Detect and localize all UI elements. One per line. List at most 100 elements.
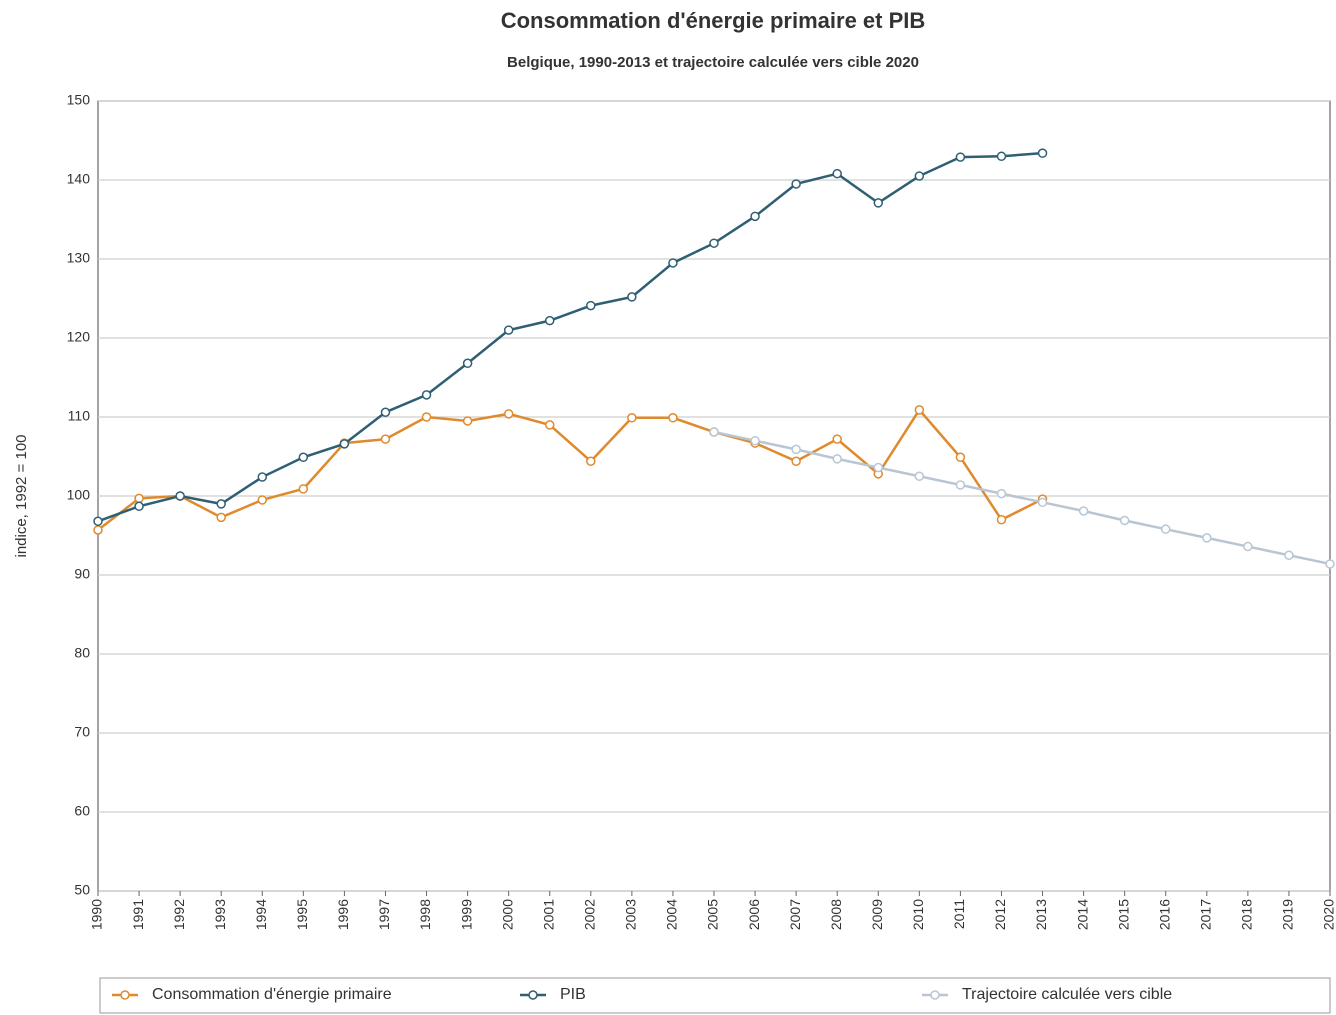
y-tick-label: 80 — [74, 645, 90, 661]
point — [586, 300, 596, 311]
x-tick-label: 2007 — [787, 899, 803, 930]
x-tick-label: 2004 — [664, 899, 680, 930]
point — [914, 471, 925, 481]
y-tick-label: 100 — [67, 487, 91, 503]
point — [216, 512, 226, 523]
legend-marker — [930, 990, 940, 1000]
point — [709, 427, 719, 437]
x-tick-label: 2012 — [992, 899, 1008, 930]
point — [832, 434, 842, 444]
point — [544, 420, 555, 430]
point — [257, 472, 268, 482]
point — [996, 514, 1007, 525]
point — [1037, 148, 1048, 158]
point — [1325, 559, 1335, 569]
x-tick-label: 2001 — [540, 899, 556, 930]
x-tick-label: 1999 — [458, 899, 474, 930]
x-tick-label: 2002 — [582, 899, 598, 930]
y-tick-label: 50 — [74, 882, 90, 898]
x-tick-label: 1993 — [212, 899, 228, 930]
y-tick-label: 130 — [67, 250, 91, 266]
chart-title: Consommation d'énergie primaire et PIB — [501, 8, 926, 33]
x-tick-label: 2006 — [746, 899, 762, 930]
point — [298, 452, 309, 463]
x-tick-label: 1992 — [171, 899, 187, 930]
point — [996, 488, 1007, 499]
y-tick-label: 60 — [74, 803, 90, 819]
point — [955, 480, 966, 490]
x-tick-label: 1991 — [130, 899, 146, 930]
y-tick-label: 90 — [74, 566, 90, 582]
point — [1284, 550, 1294, 560]
x-tick-label: 2013 — [1033, 899, 1049, 930]
point — [503, 409, 514, 419]
y-tick-label: 150 — [67, 92, 91, 108]
y-tick-label: 140 — [67, 171, 91, 187]
point — [955, 152, 966, 162]
point — [750, 435, 760, 446]
legend-label: Consommation d'énergie primaire — [152, 986, 392, 1003]
point — [93, 516, 103, 527]
x-tick-label: 2011 — [951, 899, 967, 929]
point — [627, 292, 637, 302]
point — [709, 238, 719, 248]
x-tick-label: 2000 — [499, 899, 515, 930]
x-tick-label: 2014 — [1074, 899, 1090, 930]
point — [873, 198, 884, 208]
point — [914, 405, 925, 415]
y-axis-label: indice, 1992 = 100 — [13, 434, 30, 557]
point — [955, 452, 966, 463]
y-tick-label: 120 — [67, 329, 91, 345]
y-tick-label: 110 — [68, 408, 91, 424]
point — [791, 179, 801, 189]
x-tick-label: 2015 — [1115, 899, 1131, 930]
x-tick-label: 1997 — [376, 899, 392, 930]
x-tick-label: 2018 — [1239, 899, 1255, 930]
point — [914, 171, 925, 181]
legend-box — [99, 977, 1331, 1014]
point — [627, 413, 637, 423]
point — [298, 484, 309, 494]
x-tick-label: 2010 — [910, 899, 926, 930]
legend-marker — [120, 990, 130, 1000]
x-tick-label: 2016 — [1156, 899, 1172, 930]
x-tick-label: 2005 — [705, 899, 721, 930]
y-tick-label: 70 — [74, 724, 90, 740]
point — [339, 439, 350, 449]
point — [832, 168, 842, 179]
point — [380, 407, 391, 418]
point — [380, 434, 391, 444]
point — [791, 444, 801, 455]
point — [996, 151, 1007, 162]
point — [586, 456, 596, 466]
series-line — [97, 151, 1043, 523]
x-tick-label: 2003 — [623, 899, 639, 930]
point — [1160, 524, 1171, 534]
x-tick-label: 1995 — [294, 899, 310, 930]
point — [1037, 497, 1048, 508]
point — [873, 462, 884, 473]
series-line — [97, 407, 1044, 531]
point — [832, 454, 842, 464]
point — [1243, 541, 1253, 552]
point — [791, 456, 801, 466]
x-tick-label: 2020 — [1321, 899, 1336, 930]
x-tick-label: 1990 — [89, 899, 105, 930]
legend-label: Trajectoire calculée vers cible — [962, 986, 1172, 1003]
point — [668, 258, 678, 268]
x-tick-label: 2009 — [869, 899, 885, 930]
legend-label: PIB — [560, 986, 586, 1003]
point — [1119, 515, 1130, 526]
point — [134, 493, 144, 504]
point — [134, 501, 144, 512]
point — [1202, 533, 1212, 543]
point — [257, 495, 268, 505]
point — [462, 358, 473, 369]
legend-marker — [528, 990, 538, 1000]
x-tick-label: 2008 — [828, 899, 844, 930]
x-tick-label: 1996 — [335, 899, 351, 930]
point — [175, 491, 185, 501]
point — [1078, 506, 1089, 516]
x-tick-label: 2017 — [1198, 899, 1214, 930]
